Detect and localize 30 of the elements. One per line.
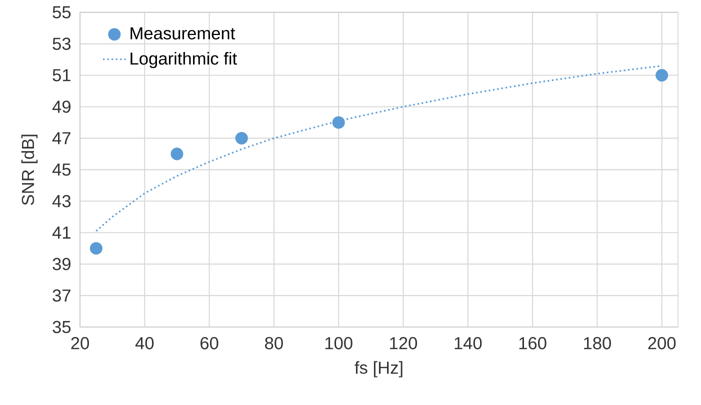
x-axis-title: fs [Hz] <box>354 361 402 378</box>
y-tick-label: 39 <box>52 258 70 270</box>
y-tick-label: 45 <box>52 164 71 176</box>
y-tick-label: 53 <box>52 38 71 50</box>
y-tick-label: 35 <box>52 320 71 334</box>
point <box>332 116 345 129</box>
y-tick-label: 37 <box>52 289 70 302</box>
legend-label: Logarithmic fit <box>130 52 237 68</box>
legend-label: Measurement <box>130 27 236 40</box>
x-tick-label: 180 <box>584 337 611 350</box>
x-tick-label: 40 <box>135 337 154 350</box>
point <box>90 242 102 255</box>
x-tick-label: 120 <box>390 337 418 350</box>
x-tick-label: 60 <box>200 337 218 350</box>
x-tick-label: 160 <box>519 337 546 350</box>
y-tick-label: 41 <box>52 226 70 239</box>
y-tick-label: 43 <box>52 194 71 208</box>
y-tick-label: 51 <box>52 69 70 82</box>
x-tick-label: 100 <box>325 337 352 350</box>
y-tick-label: 49 <box>52 100 70 113</box>
y-axis-title: SNR [dB] <box>21 134 38 205</box>
x-tick-label: 140 <box>454 337 482 350</box>
x-tick-label: 20 <box>71 337 89 350</box>
x-tick-label: 80 <box>265 337 283 350</box>
point <box>170 148 184 160</box>
point <box>235 132 248 144</box>
x-tick-label: 200 <box>648 337 676 350</box>
point <box>656 69 668 82</box>
y-tick-label: 55 <box>52 6 71 18</box>
y-tick-label: 47 <box>52 132 70 144</box>
